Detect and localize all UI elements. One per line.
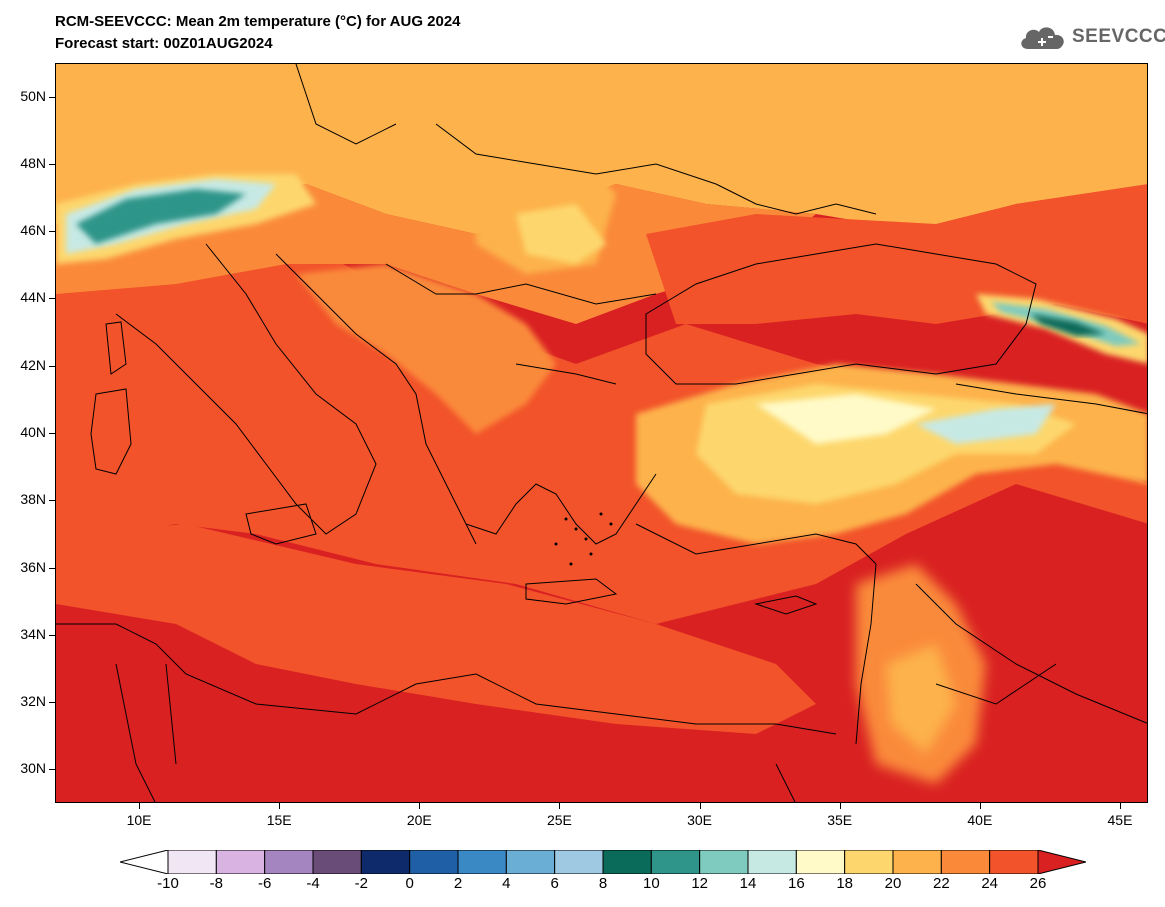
longitude-tick: [979, 803, 981, 809]
map-title: RCM-SEEVCCC: Mean 2m temperature (°C) fo…: [55, 13, 461, 30]
longitude-label: 45E: [1107, 812, 1133, 828]
longitude-label: 25E: [546, 812, 572, 828]
colorbar-swatch: [602, 850, 652, 874]
colorbar-level-label: 12: [691, 875, 708, 892]
colorbar-level-label: -8: [209, 875, 223, 892]
longitude-label: 15E: [266, 812, 292, 828]
temperature-map: [55, 63, 1148, 803]
colorbar-level-label: -6: [257, 875, 272, 892]
colorbar-level-label: 20: [884, 875, 902, 892]
colorbar: [120, 850, 1086, 874]
colorbar-swatch: [747, 850, 797, 874]
colorbar-level-label: 8: [598, 875, 608, 892]
colorbar-swatch: [215, 850, 266, 874]
colorbar-level-label: -10: [157, 875, 179, 892]
latitude-tick: [49, 96, 55, 98]
colorbar-swatch: [844, 850, 894, 874]
longitude-label: 20E: [406, 812, 432, 828]
latitude-tick: [49, 365, 55, 367]
longitude-tick: [139, 803, 141, 809]
colorbar-level-label: 0: [405, 875, 414, 892]
colorbar-level-label: -2: [354, 875, 368, 892]
colorbar-max-triangle: [1037, 850, 1086, 874]
longitude-tick: [1119, 803, 1121, 809]
longitude-label: 40E: [967, 812, 993, 828]
colorbar-swatch: [264, 850, 314, 874]
longitude-tick: [699, 803, 701, 809]
colorbar-swatch: [795, 850, 846, 874]
colorbar-level-label: 26: [1029, 875, 1047, 892]
colorbar-level-label: 6: [550, 875, 559, 892]
longitude-label: 30E: [687, 812, 713, 828]
longitude-tick: [279, 803, 281, 809]
latitude-tick: [49, 433, 55, 434]
colorbar-swatch: [505, 850, 556, 874]
latitude-tick: [49, 163, 55, 165]
colorbar-swatch: [409, 850, 459, 874]
colorbar-level-label: 4: [502, 875, 511, 892]
colorbar-swatch: [699, 850, 749, 874]
colorbar-swatch: [892, 850, 942, 874]
colorbar-level-label: 10: [642, 875, 660, 892]
colorbar-swatch: [312, 850, 362, 874]
colorbar-level-label: 16: [787, 875, 805, 892]
latitude-label: 32N: [20, 693, 46, 710]
latitude-tick: [49, 231, 55, 233]
colorbar-swatch: [989, 850, 1039, 874]
colorbar-swatch: [554, 850, 604, 874]
latitude-tick: [49, 769, 55, 771]
latitude-tick: [49, 298, 55, 300]
colorbar-level-label: -4: [306, 875, 320, 892]
latitude-tick: [49, 634, 55, 636]
longitude-label: 10E: [126, 812, 152, 828]
colorbar-level-label: 18: [836, 875, 853, 892]
colorbar-swatch: [360, 850, 411, 874]
latitude-label: 40N: [20, 424, 46, 440]
longitude-tick: [419, 803, 421, 809]
latitude-label: 46N: [20, 222, 46, 239]
logo-text: SEEVCCC: [1072, 26, 1165, 47]
longitude-tick: [839, 803, 841, 809]
colorbar-level-label: 24: [981, 875, 998, 892]
colorbar-min-triangle: [120, 850, 169, 874]
latitude-label: 50N: [20, 87, 46, 104]
colorbar-swatch: [940, 850, 991, 874]
latitude-label: 36N: [20, 558, 46, 575]
colorbar-level-label: 2: [453, 875, 463, 892]
forecast-start-label: Forecast start: 00Z01AUG2024: [55, 35, 273, 52]
temperature-field: [56, 64, 1147, 802]
colorbar-swatch: [167, 850, 217, 874]
latitude-label: 30N: [20, 760, 46, 777]
longitude-label: 35E: [827, 812, 853, 828]
longitude-tick: [559, 803, 561, 809]
latitude-tick: [49, 567, 55, 569]
latitude-tick: [49, 702, 55, 704]
colorbar-swatch: [650, 850, 701, 874]
colorbar-swatch: [457, 850, 507, 874]
latitude-label: 48N: [20, 154, 46, 171]
seevccc-logo: SEEVCCC: [1018, 22, 1165, 52]
latitude-label: 42N: [20, 356, 46, 373]
colorbar-level-label: 14: [739, 875, 757, 892]
latitude-label: 44N: [20, 289, 46, 306]
latitude-label: 38N: [20, 491, 46, 508]
colorbar-level-label: 22: [932, 875, 950, 892]
latitude-tick: [49, 500, 55, 502]
latitude-label: 34N: [20, 625, 46, 642]
cloud-icon: [1021, 27, 1064, 49]
